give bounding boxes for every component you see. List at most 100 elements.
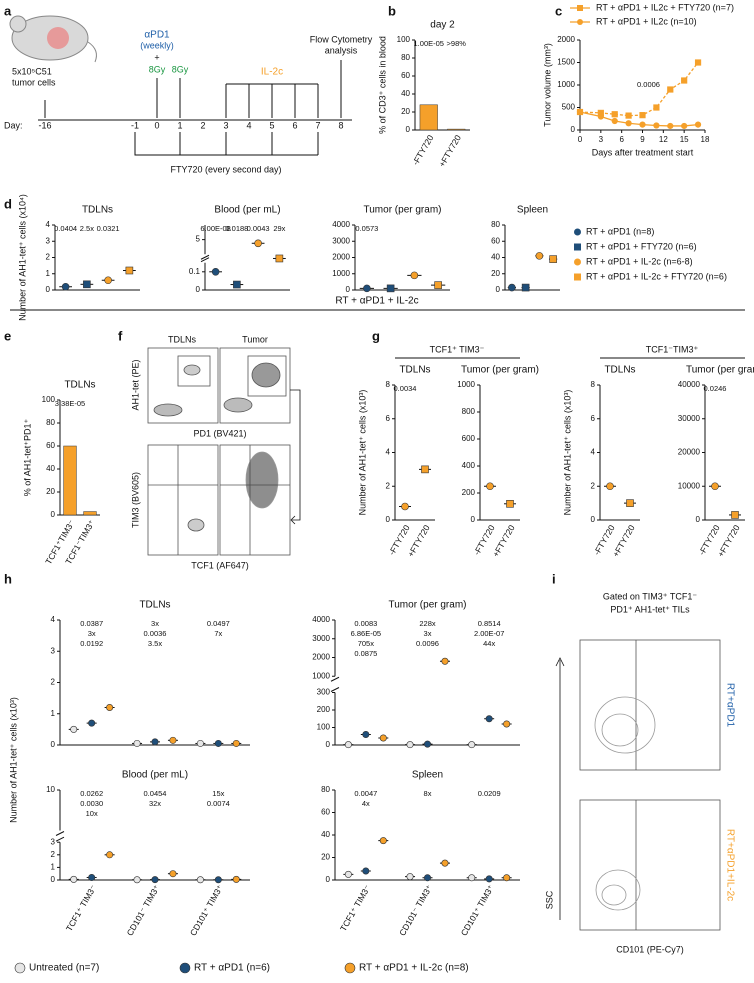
group-label: RT+αPD1+IL-2c <box>724 829 735 901</box>
annotation: 7x <box>214 629 222 638</box>
data-point <box>214 739 222 747</box>
annotation: 0.0262 <box>80 789 103 798</box>
y-tick-label: 500 <box>562 103 576 112</box>
data-point <box>70 875 78 883</box>
panel-letter: f <box>118 328 123 343</box>
y-tick-label: 100 <box>42 395 56 404</box>
y-tick-label: 0 <box>196 285 201 294</box>
x-tick-label: TCF1⁺ TIM3⁻ <box>64 883 99 933</box>
legend-marker <box>574 258 581 266</box>
x-tick-label: 18 <box>701 135 710 144</box>
annotation: 0.0246 <box>704 384 727 393</box>
data-point <box>535 252 544 260</box>
data-point <box>406 873 414 881</box>
annotation: 0.0387 <box>80 619 103 628</box>
annotation: 6.00E-08 <box>200 224 230 233</box>
data-point <box>106 851 114 859</box>
group-label: RT+αPD1 <box>724 683 735 728</box>
data-point <box>508 283 516 292</box>
chart-title: TDLNs <box>64 380 95 391</box>
data-point <box>434 281 442 289</box>
gate-label: PD1⁺ AH1-tet⁺ TILs <box>610 604 690 614</box>
y-tick-label: 3 <box>51 837 56 846</box>
y-tick-label: 60 <box>401 71 410 80</box>
data-point <box>597 113 604 120</box>
data-point <box>468 874 476 882</box>
x-tick-label: 15 <box>680 135 689 144</box>
legend-label: RT + αPD1 + IL-2c (n=6-8) <box>586 256 693 266</box>
legend-marker <box>14 962 26 974</box>
legend-marker <box>577 5 583 11</box>
data-point <box>169 736 177 744</box>
day-label: 6 <box>292 120 297 130</box>
y-axis-label: % of CD3⁺ cells in blood <box>377 36 387 134</box>
panel-letter: i <box>552 571 556 586</box>
x-tick-label: 9 <box>640 135 645 144</box>
y-tick-label: 40 <box>401 89 410 98</box>
day-label: 5 <box>269 120 274 130</box>
data-point <box>104 276 112 285</box>
y-tick-label: 80 <box>491 220 500 229</box>
data-point <box>653 122 660 129</box>
y-tick-label: 80 <box>401 53 410 62</box>
axis-break <box>200 254 210 260</box>
day-label: 7 <box>315 120 320 130</box>
mouse-illustration <box>9 15 97 63</box>
y-tick-label: 2 <box>386 481 391 490</box>
annotation: 3.5x <box>148 639 162 648</box>
x-tick-label: CD101⁻ TIM3⁺ <box>397 883 434 938</box>
y-tick-label: 0 <box>51 740 56 749</box>
data-point <box>344 870 352 878</box>
y-tick-label: 1000 <box>557 80 575 89</box>
y-tick-label: 2 <box>591 481 596 490</box>
data-point <box>88 719 96 727</box>
y-tick-label: 0 <box>326 740 331 749</box>
annotation: 0.0006 <box>637 80 660 89</box>
annotation: 705x <box>358 639 375 648</box>
data-point <box>639 121 646 128</box>
panel-letter: c <box>555 3 562 18</box>
data-point <box>196 876 204 884</box>
flow-ylabel: AH1-tet (PE) <box>130 359 140 410</box>
legend-label: RT + αPD1 + FTY720 (n=6) <box>586 241 697 251</box>
y-tick-label: 0 <box>51 875 56 884</box>
y-tick-label: 2000 <box>312 653 330 662</box>
annotation: 0.0047 <box>354 789 377 798</box>
chart-title: Tumor (per gram) <box>686 365 754 376</box>
y-tick-label: 1 <box>51 709 56 718</box>
y-axis-label: Tumor volume (mm³) <box>542 43 552 127</box>
axis-break <box>55 836 65 842</box>
flow-column: Tumor <box>242 334 268 344</box>
y-tick-label: 4000 <box>312 615 330 624</box>
legend-marker <box>344 962 356 974</box>
y-tick-label: 1000 <box>457 380 475 389</box>
data-point <box>503 720 511 728</box>
legend-marker <box>574 243 581 251</box>
x-tick-label: CD101⁺ TIM3⁺ <box>188 883 225 938</box>
y-tick-label: 0 <box>571 125 576 134</box>
y-tick-label: 100 <box>317 723 331 732</box>
day-label: 8 <box>338 120 343 130</box>
gate-label: Gated on TIM3⁺ TCF1⁻ <box>603 591 697 601</box>
y-tick-label: 10 <box>46 785 55 794</box>
y-axis-label: SSC <box>544 890 554 909</box>
data-point <box>275 254 284 263</box>
y-axis-label: Number of AH1-tet⁺ cells (x10³) <box>8 697 18 823</box>
y-tick-label: 6 <box>591 414 596 423</box>
legend-label: RT + αPD1 (n=6) <box>194 963 270 974</box>
legend-marker <box>574 228 581 236</box>
data-point <box>379 734 387 742</box>
y-tick-label: 20 <box>401 107 410 116</box>
data-point <box>401 502 409 511</box>
data-point <box>667 86 674 93</box>
chart-title: Blood (per mL) <box>122 770 188 781</box>
annotation: 0.0188 <box>225 224 248 233</box>
data-point <box>83 280 91 289</box>
y-tick-label: 2 <box>51 678 56 687</box>
day-label: Day: <box>4 120 23 130</box>
data-point <box>423 740 431 748</box>
y-tick-label: 60 <box>491 236 500 245</box>
annotation: 228x <box>419 619 436 628</box>
y-tick-label: 4 <box>591 448 596 457</box>
chart-title: Spleen <box>412 770 443 781</box>
